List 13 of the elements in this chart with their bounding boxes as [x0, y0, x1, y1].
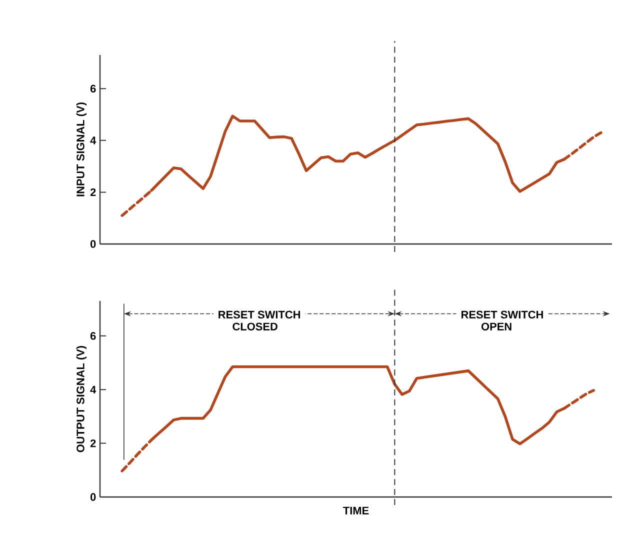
y-axis-title: OUTPUT SIGNAL (V)	[76, 346, 87, 452]
y-tick-label: 4	[90, 386, 96, 394]
y-tick-label: 2	[90, 188, 96, 196]
annotation: RESET SWITCH CLOSED	[218, 310, 300, 330]
y-axis-title: INPUT SIGNAL (V)	[76, 102, 87, 196]
annotation: RESET SWITCH OPEN	[462, 310, 543, 330]
y-tick-label: 4	[90, 136, 96, 144]
x-axis-title: TIME	[343, 506, 369, 514]
y-tick-label: 2	[90, 439, 96, 448]
y-tick-label: 0	[90, 240, 96, 248]
y-tick-label: 6	[90, 332, 96, 340]
y-tick-label: 0	[90, 493, 96, 501]
y-tick-label: 6	[90, 84, 96, 93]
